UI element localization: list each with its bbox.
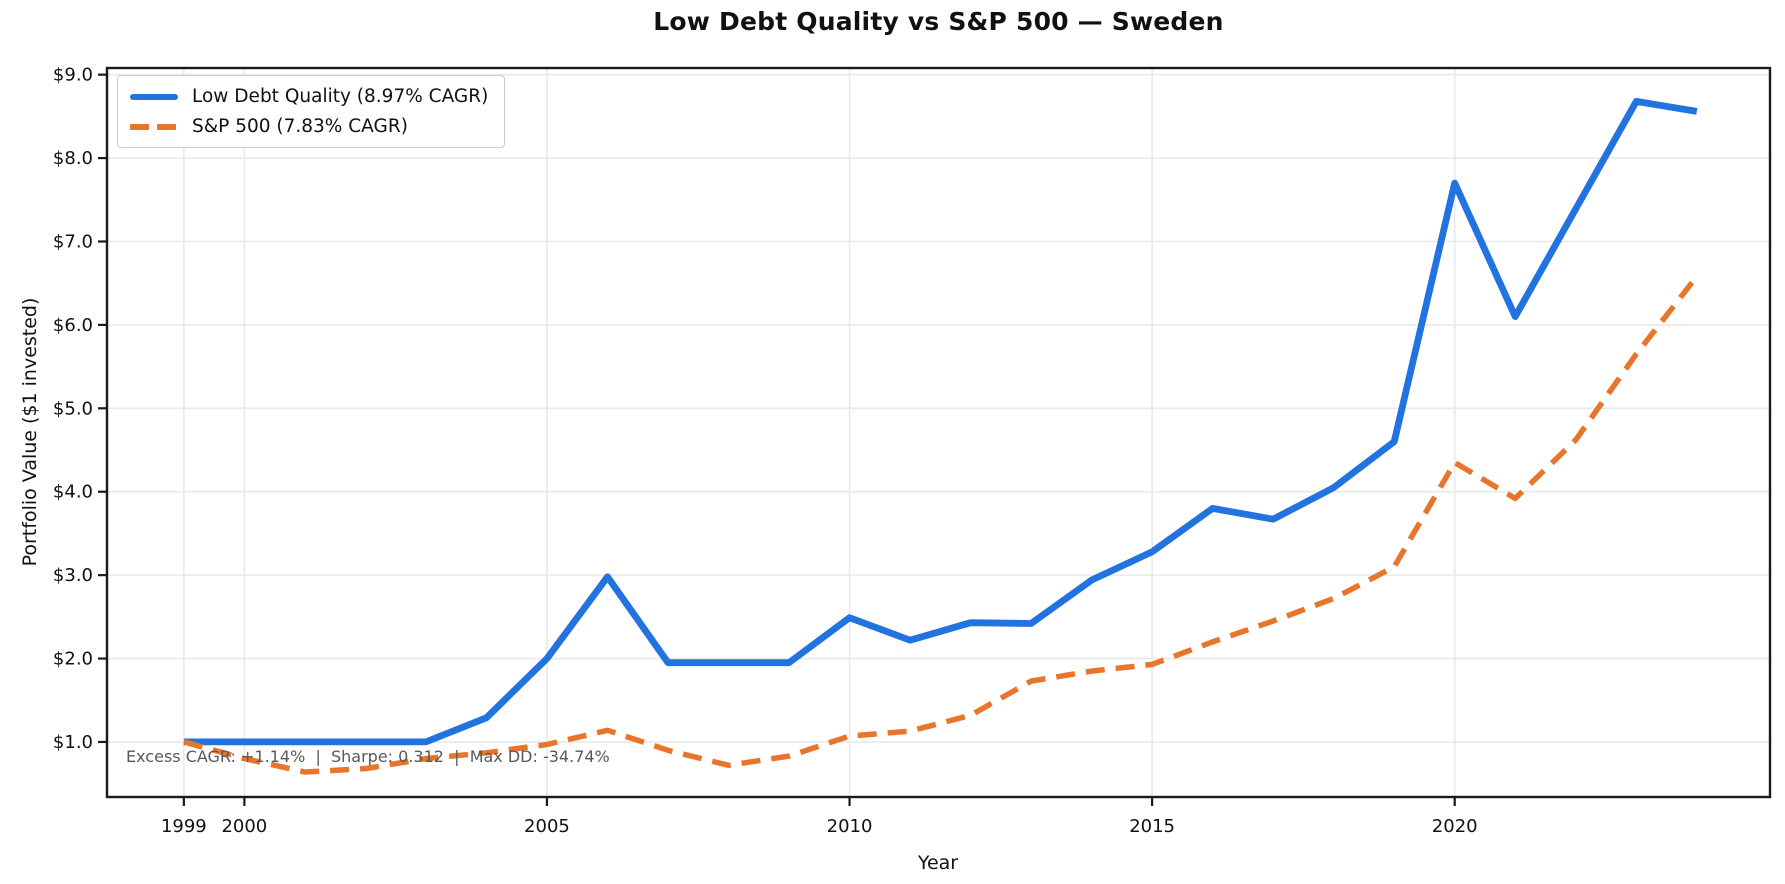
legend-item-sp500: S&P 500 (7.83% CAGR)	[130, 116, 488, 137]
y-tick-label: $5.0	[53, 398, 93, 419]
legend-label-sp500: S&P 500 (7.83% CAGR)	[192, 116, 408, 137]
y-tick-label: $9.0	[53, 65, 93, 86]
y-tick-label: $3.0	[53, 565, 93, 586]
x-tick-label: 2015	[1129, 816, 1175, 837]
legend: Low Debt Quality (8.97% CAGR) S&P 500 (7…	[117, 75, 506, 148]
chart-title: Low Debt Quality vs S&P 500 — Sweden	[653, 7, 1224, 36]
legend-label-low-debt-quality: Low Debt Quality (8.97% CAGR)	[192, 86, 489, 107]
y-tick-label: $7.0	[53, 231, 93, 252]
y-tick-label: $4.0	[53, 482, 93, 503]
x-axis-label: Year	[917, 852, 959, 874]
legend-dashed-line-swatch	[130, 123, 178, 130]
y-tick-label: $6.0	[53, 315, 93, 336]
x-tick-label: 1999	[161, 816, 207, 837]
x-tick-label: 2020	[1432, 816, 1478, 837]
y-tick-label: $8.0	[53, 148, 93, 169]
series-line-sp500	[183, 274, 1699, 775]
plot-frame	[105, 66, 1772, 799]
stats-annotation: Excess CAGR: +1.14% | Sharpe: 0.312 | Ma…	[126, 747, 610, 766]
y-axis-label: Portfolio Value ($1 invested)	[19, 297, 41, 567]
x-tick-label: 2010	[827, 816, 873, 837]
x-tick-label: 2005	[524, 816, 570, 837]
y-tick-label: $1.0	[53, 732, 93, 753]
x-tick-label: 2000	[221, 816, 267, 837]
legend-solid-line-swatch	[130, 93, 178, 100]
y-tick-label: $2.0	[53, 649, 93, 670]
series-line-low-debt-quality	[183, 98, 1698, 746]
legend-item-low-debt-quality: Low Debt Quality (8.97% CAGR)	[130, 86, 488, 107]
